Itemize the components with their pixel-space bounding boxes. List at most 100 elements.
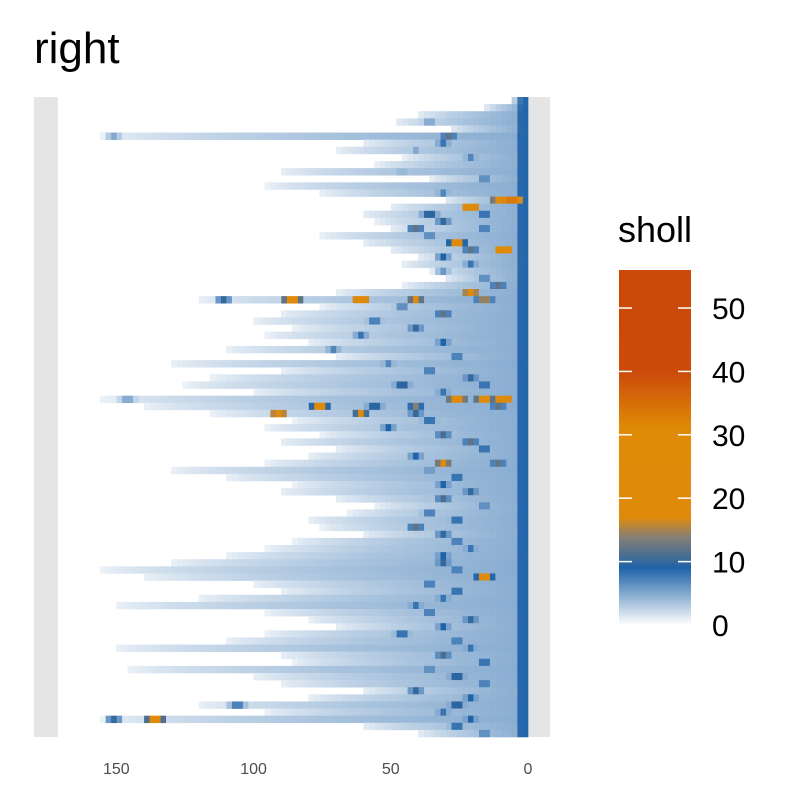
heatmap-cell	[484, 516, 490, 524]
heatmap-cell	[193, 665, 199, 674]
heatmap-cell	[248, 552, 254, 560]
heatmap-cell	[495, 552, 501, 560]
heatmap-cell	[456, 594, 463, 603]
heatmap-cell	[385, 722, 392, 731]
heatmap-cell	[401, 289, 408, 297]
heatmap-cell	[390, 168, 397, 176]
heatmap-cell	[324, 331, 331, 340]
heatmap-cell	[484, 345, 490, 354]
heatmap-cell	[346, 324, 353, 332]
heatmap-cell	[412, 232, 419, 240]
heatmap-cell	[418, 530, 425, 539]
heatmap-cell	[506, 225, 512, 233]
heatmap-cell	[511, 573, 518, 581]
heatmap-cell	[379, 232, 386, 240]
heatmap-cell	[500, 374, 507, 382]
heatmap-cell	[308, 594, 315, 603]
heatmap-cell	[511, 409, 518, 418]
heatmap-cell	[451, 168, 457, 176]
heatmap-cell	[379, 708, 386, 716]
heatmap-cell	[286, 488, 293, 496]
heatmap-cell	[313, 310, 320, 318]
heatmap-cell	[308, 637, 315, 645]
heatmap-cell	[335, 673, 342, 681]
heatmap-cell	[341, 381, 348, 389]
heatmap-cell	[495, 111, 501, 119]
heatmap-cell	[440, 409, 446, 418]
heatmap-cell	[226, 573, 232, 581]
heatmap-cell	[390, 552, 397, 560]
heatmap-cell	[506, 537, 512, 546]
heatmap-cell	[484, 488, 490, 496]
heatmap-cell	[374, 338, 381, 347]
heatmap-cell	[363, 680, 370, 688]
heatmap-cell	[390, 182, 397, 190]
heatmap-cell	[335, 495, 342, 503]
heatmap-cell	[215, 594, 221, 603]
heatmap-cell	[319, 545, 326, 553]
heatmap-cell	[379, 509, 386, 517]
heatmap-cell	[302, 424, 309, 432]
heatmap-cell	[308, 324, 315, 332]
heatmap-cell	[374, 317, 381, 325]
heatmap-cell	[226, 665, 232, 674]
heatmap-cell	[275, 296, 282, 304]
heatmap-cell	[473, 708, 479, 716]
heatmap-cell	[456, 445, 463, 453]
heatmap-cell	[489, 687, 496, 695]
heatmap-cell	[473, 594, 479, 603]
heatmap-cell	[374, 189, 381, 197]
heatmap-cell	[500, 729, 507, 738]
heatmap-cell	[302, 132, 309, 140]
heatmap-cell	[335, 317, 342, 325]
heatmap-cell	[434, 409, 441, 418]
heatmap-cell	[401, 232, 408, 240]
heatmap-cell	[511, 473, 518, 482]
heatmap-cell	[429, 331, 436, 340]
heatmap-cell	[418, 281, 425, 290]
heatmap-cell	[275, 701, 282, 709]
heatmap-cell	[429, 210, 436, 219]
heatmap-cell	[500, 146, 507, 155]
heatmap-cell	[506, 587, 512, 596]
heatmap-cell	[511, 509, 518, 517]
heatmap-cell	[220, 715, 227, 724]
heatmap-cell	[473, 310, 479, 318]
heatmap-cell	[286, 665, 293, 674]
heatmap-cell	[226, 345, 232, 354]
heatmap-cell	[418, 118, 425, 126]
heatmap-cell	[418, 459, 425, 468]
heatmap-cell	[292, 488, 298, 496]
heatmap-cell	[467, 516, 474, 524]
heatmap-cell	[324, 409, 331, 418]
heatmap-cell	[396, 545, 403, 553]
heatmap-cell	[500, 225, 507, 233]
heatmap-cell	[423, 303, 430, 311]
heatmap-cell	[401, 495, 408, 503]
heatmap-cell	[160, 644, 167, 652]
heatmap-cell	[297, 296, 304, 304]
heatmap-cell	[346, 587, 353, 596]
heatmap-cell	[292, 381, 298, 389]
heatmap-cell	[379, 338, 386, 347]
heatmap-cell	[506, 665, 512, 674]
heatmap-cell	[341, 630, 348, 638]
heatmap-cell	[352, 694, 359, 702]
heatmap-cell	[127, 566, 134, 574]
heatmap-cell	[495, 545, 501, 553]
heatmap-cell	[297, 388, 304, 396]
heatmap-cell	[462, 345, 468, 354]
heatmap-cell	[434, 687, 441, 695]
heatmap-cell	[270, 459, 276, 468]
heatmap-cell	[484, 481, 490, 489]
heatmap-cell	[220, 644, 227, 652]
heatmap-row	[319, 431, 529, 439]
heatmap-cell	[357, 360, 364, 368]
heatmap-cell	[484, 594, 490, 603]
heatmap-cell	[407, 353, 414, 361]
heatmap-cell	[385, 680, 392, 688]
heatmap-cell	[401, 153, 408, 162]
heatmap-cell	[473, 516, 479, 524]
heatmap-cell	[297, 580, 304, 588]
heatmap-row	[363, 139, 529, 148]
